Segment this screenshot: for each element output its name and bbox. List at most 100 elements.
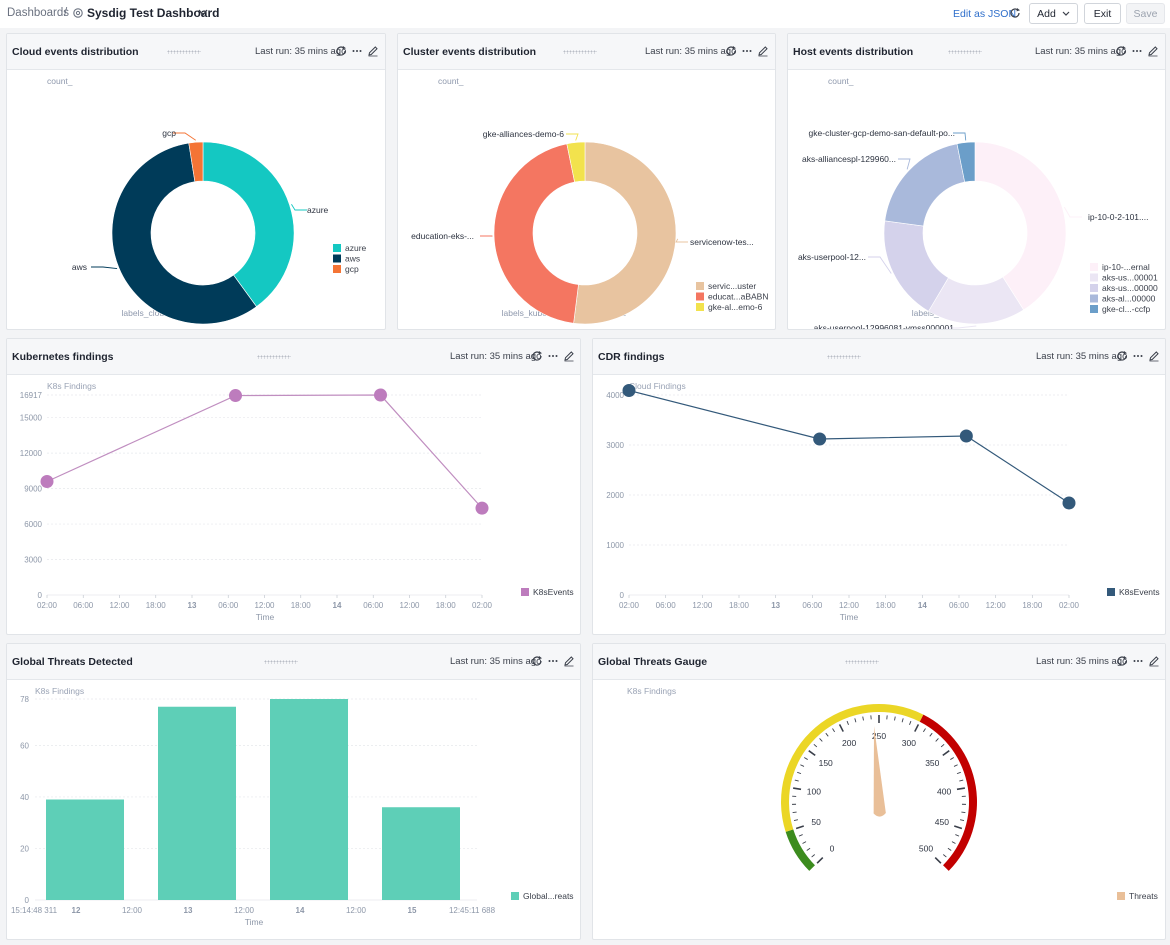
drag-handle-icon[interactable] (827, 355, 861, 359)
panel-header[interactable]: CDR findings Last run: 35 mins ago (593, 339, 1165, 375)
y-tick-label: 20 (20, 844, 29, 853)
gauge-tick-label: 450 (935, 817, 949, 827)
gauge-tick (808, 750, 816, 757)
donut-chart: count_labels_kubernetes_cluster_nameserv… (411, 76, 768, 325)
more-icon[interactable] (741, 45, 753, 57)
data-point (475, 501, 489, 515)
refresh-icon[interactable] (1115, 45, 1127, 57)
x-tick-label: 12:00 (346, 906, 367, 915)
bar (158, 706, 236, 900)
y-tick-label: 12000 (20, 449, 43, 458)
legend-entry: servic...uster (708, 281, 756, 291)
axis-label-x: Time (840, 612, 859, 622)
more-icon[interactable] (1132, 350, 1144, 362)
pencil-icon[interactable] (757, 45, 769, 57)
legend-entry: aks-al...00000 (1102, 294, 1156, 304)
dashboard-title[interactable]: Sysdig Test Dashboard (87, 6, 220, 20)
x-tick-label: 12:00 (986, 601, 1007, 610)
more-icon[interactable] (1131, 45, 1143, 57)
slice-leader-line (953, 132, 967, 141)
x-tick-label: 06:00 (802, 601, 823, 610)
slice-label: aws (72, 262, 87, 272)
refresh-icon[interactable] (1009, 7, 1021, 19)
x-tick-label: 12 (72, 906, 81, 915)
pencil-icon[interactable] (1148, 350, 1160, 362)
bar-chart: K8s Findings 0 20 40 60 78 15:14:48 311 12 12:00… (11, 686, 574, 927)
gauge-tick (951, 841, 956, 844)
drag-handle-icon[interactable] (264, 660, 298, 664)
slice-label: aks-userpool-12... (798, 252, 866, 262)
gauge-tick (806, 847, 811, 851)
drag-handle-icon[interactable] (257, 355, 291, 359)
legend-entry: educat...aBABN (708, 292, 768, 302)
x-tick-label: 12:00 (839, 601, 860, 610)
refresh-icon[interactable] (531, 350, 543, 362)
pencil-icon[interactable] (563, 350, 575, 362)
panel-header[interactable]: Global Threats Gauge Last run: 35 mins a… (593, 644, 1165, 680)
data-point (229, 389, 242, 403)
chart-inner-title: Cloud Findings (629, 381, 686, 391)
more-icon[interactable] (547, 350, 559, 362)
gauge-tick (811, 854, 816, 858)
drag-handle-icon[interactable] (167, 50, 201, 54)
y-tick-label: 3000 (606, 441, 624, 450)
save-button[interactable]: Save (1126, 3, 1165, 24)
y-tick-label: 4000 (606, 391, 624, 400)
slice-leader-line (173, 132, 196, 141)
legend-swatch (696, 282, 704, 290)
more-icon[interactable] (351, 45, 363, 57)
panel-header[interactable]: Host events distribution Last run: 35 mi… (788, 34, 1165, 70)
pencil-icon[interactable] (1148, 655, 1160, 667)
refresh-icon[interactable] (335, 45, 347, 57)
donut-slice (884, 143, 966, 227)
legend-entry: aks-us...00000 (1102, 283, 1158, 293)
gauge-tick-label: 300 (902, 738, 916, 748)
donut-slice (566, 141, 586, 183)
pencil-icon[interactable] (1147, 45, 1159, 57)
chevron-down-icon[interactable] (198, 9, 208, 16)
breadcrumb-separator: / (64, 7, 68, 19)
panel-title: Global Threats Detected (12, 656, 133, 668)
gauge-tick (832, 728, 836, 733)
y-tick-label: 0 (38, 591, 43, 600)
slice-leader-line (675, 238, 688, 243)
gauge-tick-label: 250 (872, 731, 886, 741)
x-tick-label: 06:00 (656, 601, 677, 610)
edit-as-json-link[interactable]: Edit as JSON (953, 8, 1017, 20)
panel-header[interactable]: Cloud events distribution Last run: 35 m… (7, 34, 385, 70)
gauge-tick-label: 150 (819, 758, 833, 768)
refresh-icon[interactable] (1116, 350, 1128, 362)
donut-slice (202, 141, 295, 308)
data-point (374, 388, 387, 402)
drag-handle-icon[interactable] (948, 50, 982, 54)
last-run-label: Last run: 35 mins ago (255, 46, 347, 57)
breadcrumb-dashboards[interactable]: Dashboards (7, 7, 70, 19)
x-tick-label: 12:00 (399, 601, 420, 610)
refresh-icon[interactable] (531, 655, 543, 667)
add-button[interactable]: Add (1029, 3, 1078, 24)
gauge-tick (854, 718, 857, 723)
panel-cdr-findings: CDR findings Last run: 35 mins ago Cloud… (592, 338, 1166, 635)
panel-header[interactable]: Cluster events distribution Last run: 35… (398, 34, 775, 70)
drag-handle-icon[interactable] (845, 660, 879, 664)
legend-swatch (1090, 263, 1098, 271)
bar (382, 807, 460, 900)
exit-button[interactable]: Exit (1084, 3, 1121, 24)
panel-header[interactable]: Kubernetes findings Last run: 35 mins ag… (7, 339, 580, 375)
pencil-icon[interactable] (367, 45, 379, 57)
top-bar: Dashboards / Sysdig Test Dashboard Edit … (0, 0, 1170, 28)
refresh-icon[interactable] (725, 45, 737, 57)
pencil-icon[interactable] (563, 655, 575, 667)
panel-header[interactable]: Global Threats Detected Last run: 35 min… (7, 644, 580, 680)
gauge-band (785, 829, 815, 871)
legend-swatch (696, 303, 704, 311)
legend-entry: gcp (345, 264, 359, 274)
drag-handle-icon[interactable] (563, 50, 597, 54)
more-icon[interactable] (547, 655, 559, 667)
gauge-tick (794, 779, 799, 782)
refresh-icon[interactable] (1116, 655, 1128, 667)
legend-swatch (333, 254, 341, 263)
more-icon[interactable] (1132, 655, 1144, 667)
gauge-tick (804, 757, 808, 760)
gauge-tick (901, 718, 904, 723)
